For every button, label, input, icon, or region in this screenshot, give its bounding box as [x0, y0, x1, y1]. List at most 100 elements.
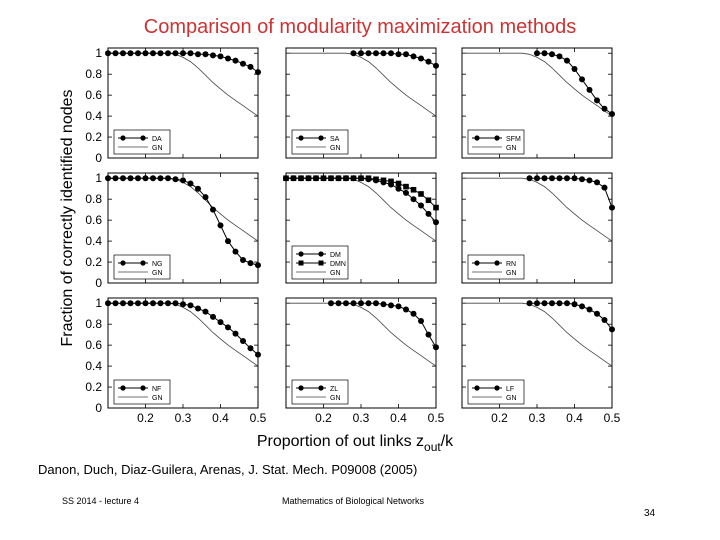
y-tick-label: 0.8 — [85, 317, 102, 331]
y-tick-label: 0.4 — [85, 109, 102, 123]
panel-1: 0 0.2 0.4 0.6 0.8 1 DA GN — [85, 46, 261, 165]
data-point — [358, 175, 364, 182]
data-point — [418, 318, 424, 325]
data-point — [410, 196, 417, 203]
legend-label: DA — [152, 136, 162, 143]
data-point — [350, 175, 357, 182]
data-point — [571, 175, 578, 182]
data-point — [210, 52, 216, 59]
y-tick-label: 0.8 — [85, 192, 102, 206]
legend-label: GN — [152, 395, 163, 402]
data-point — [534, 50, 540, 57]
data-point — [142, 175, 149, 182]
data-point — [403, 51, 409, 58]
data-point — [556, 175, 563, 182]
data-point — [601, 105, 608, 112]
data-point — [365, 300, 372, 307]
data-point — [549, 175, 555, 182]
data-point — [365, 50, 372, 57]
legend-label: RN — [506, 261, 516, 268]
legend-label: GN — [330, 395, 341, 402]
data-point — [195, 305, 201, 312]
data-point — [328, 175, 334, 182]
data-point — [534, 175, 540, 182]
legend-marker — [120, 260, 126, 266]
data-point — [232, 248, 239, 255]
data-point — [112, 175, 119, 182]
panel-8: 0.2 0.3 0.4 0.5 ZL GN — [285, 297, 445, 425]
data-point — [594, 97, 600, 104]
data-point — [150, 175, 156, 182]
x-axis-label: Proportion of out links zout/k — [257, 433, 454, 454]
data-point — [564, 300, 570, 307]
legend-marker — [140, 385, 146, 391]
panel-2: SA GN — [285, 47, 439, 159]
legend-marker — [298, 251, 304, 257]
legend-label: GN — [506, 395, 517, 402]
x-tick-label: 0.3 — [175, 411, 192, 425]
y-tick-label: 0.2 — [85, 380, 102, 394]
data-point — [433, 62, 439, 69]
data-point — [395, 303, 402, 310]
data-point — [202, 194, 209, 201]
footer-lecture: SS 2014 - lecture 4 — [62, 496, 140, 506]
citation: Danon, Duch, Diaz-Guilera, Arenas, J. St… — [38, 462, 418, 477]
gn-reference-line — [462, 177, 613, 242]
data-point — [601, 317, 608, 323]
panel-4: 0 0.2 0.4 0.6 0.8 1 NG GN — [85, 171, 261, 290]
panel-9: 0.2 0.3 0.4 0.5 LF GN — [461, 297, 621, 425]
data-point — [127, 50, 134, 57]
data-point — [157, 175, 164, 182]
data-point — [187, 302, 194, 309]
data-point — [549, 300, 555, 307]
data-point — [172, 176, 179, 183]
series-line-sfm — [537, 52, 613, 115]
data-point — [247, 345, 254, 352]
data-point — [240, 60, 246, 67]
data-point — [395, 51, 402, 58]
gn-reference-line — [462, 52, 613, 117]
x-tick-label: 0.5 — [250, 411, 267, 425]
legend-marker — [298, 135, 304, 141]
y-tick-label: 1 — [95, 296, 102, 310]
y-tick-label: 1 — [95, 171, 102, 185]
legend-label: GN — [152, 145, 163, 152]
data-point — [579, 303, 585, 310]
data-point — [403, 306, 409, 313]
legend-box — [113, 129, 171, 155]
data-point — [388, 302, 394, 309]
gn-reference-line — [108, 177, 259, 242]
legend-label: GN — [506, 270, 517, 277]
legend-box — [113, 254, 171, 280]
legend-label: LF — [506, 386, 514, 393]
x-tick-label: 0.3 — [353, 411, 370, 425]
data-point — [609, 326, 615, 333]
data-point — [225, 238, 231, 245]
data-point — [217, 222, 224, 229]
data-point — [534, 300, 540, 307]
data-point — [142, 50, 149, 57]
x-tick-label: 0.3 — [529, 411, 546, 425]
legend-marker — [318, 385, 324, 391]
data-point — [232, 57, 239, 64]
y-tick-label: 0.4 — [85, 359, 102, 373]
data-point — [195, 185, 201, 192]
data-point — [609, 111, 615, 117]
x-tick-label: 0.2 — [315, 411, 332, 425]
data-point — [579, 176, 585, 183]
data-point — [433, 204, 439, 211]
data-point — [283, 175, 289, 182]
data-point — [425, 210, 432, 217]
legend-box — [467, 129, 525, 155]
legend-box — [291, 379, 349, 405]
legend-label: NF — [152, 386, 161, 393]
slide-title: Comparison of modularity maximization me… — [143, 16, 577, 38]
data-point — [255, 69, 261, 76]
data-point — [564, 175, 570, 182]
y-tick-label: 0.2 — [85, 130, 102, 144]
data-point — [195, 51, 201, 58]
legend-box — [291, 129, 349, 155]
data-point — [105, 300, 111, 307]
legend-marker — [474, 260, 480, 266]
data-point — [425, 197, 432, 204]
